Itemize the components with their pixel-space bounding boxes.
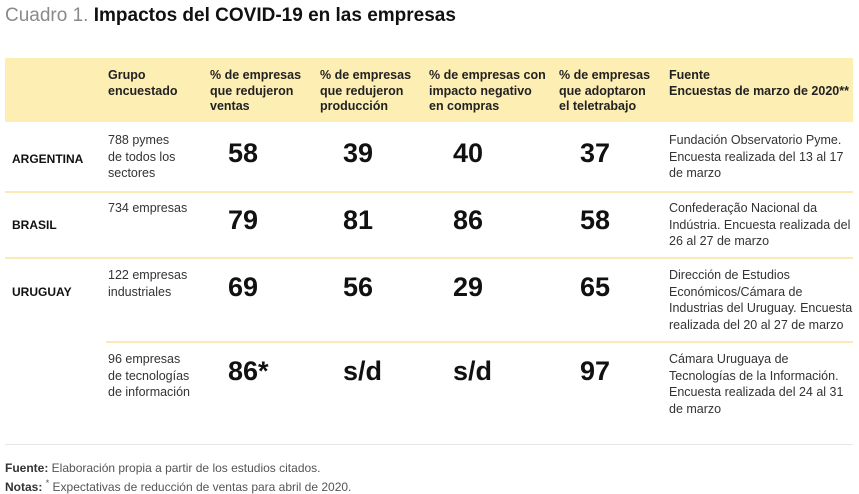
country-label: URUGUAY (12, 285, 72, 299)
header-line: % de empresas (320, 68, 412, 82)
footer-notes: Notas: * Expectativas de reducción de ve… (5, 478, 351, 494)
value-sales: 79 (228, 205, 259, 235)
value-purchases: s/d (453, 356, 493, 386)
country-label: BRASIL (12, 218, 57, 232)
header-line: en compras (429, 99, 500, 113)
source-line: Cámara Uruguaya de (669, 352, 789, 366)
source-line: Económicos/Cámara de (669, 284, 803, 299)
value-sales: 86* (228, 356, 269, 386)
source-line: de marzo (669, 401, 722, 416)
footer-source: Fuente: Elaboración propia a partir de l… (5, 461, 321, 475)
value-production: 39 (343, 138, 374, 168)
surveyed-group: 734 empresas (108, 200, 218, 217)
value-purchases: 40 (453, 138, 484, 168)
value-production: s/d (343, 356, 383, 386)
footer-divider (5, 444, 853, 445)
table-title-text: Impactos del COVID-19 en las empresas (93, 5, 456, 26)
value-purchases: 29 (453, 272, 484, 302)
header-source: Fuente Encuestas de marzo de 2020** (669, 68, 849, 99)
value-production: 56 (343, 272, 374, 302)
header-group: Grupo encuestado (108, 68, 177, 99)
header-production: % de empresas que redujeron producción (320, 68, 411, 115)
source-text: Cámara Uruguaya de Tecnologías de la Inf… (669, 351, 855, 417)
surveyed-group: 788 pymes de todos los sectores (108, 132, 218, 182)
source-line: Industrias del Uruguay. Encuesta (669, 301, 853, 315)
source-line: de marzo (669, 166, 722, 180)
group-line: 734 empresas (108, 201, 188, 215)
source-line: Tecnologías de la Información. (669, 368, 839, 383)
surveyed-group: 96 empresas de tecnologías de informació… (108, 351, 218, 401)
source-line: Fundación Observatorio Pyme. (669, 133, 842, 147)
header-sales: % de empresas que redujeron ventas (210, 68, 301, 115)
value-production: 81 (343, 205, 374, 235)
header-line: que redujeron (320, 83, 404, 98)
header-line: % de empresas con (429, 68, 546, 82)
header-telework: % de empresas que adoptaron el teletraba… (559, 68, 650, 115)
group-line: 96 empresas (108, 352, 181, 366)
source-line: Encuesta realizada del 13 al 17 (669, 149, 844, 164)
row-separator (5, 257, 853, 259)
row-separator (106, 341, 853, 343)
footer-notes-label: Notas: (5, 480, 43, 494)
table-title: Cuadro 1. Impactos del COVID-19 en las e… (5, 5, 456, 27)
value-telework: 97 (580, 356, 611, 386)
header-line: Fuente (669, 68, 710, 82)
group-line: 122 empresas (108, 268, 188, 282)
group-line: 788 pymes (108, 133, 170, 147)
header-line: que redujeron (210, 83, 294, 98)
country-label: ARGENTINA (12, 152, 84, 166)
value-telework: 37 (580, 138, 611, 168)
header-line: producción (320, 99, 389, 113)
source-text: Dirección de Estudios Económicos/Cámara … (669, 267, 855, 333)
header-line: encuestado (108, 83, 178, 98)
source-text: Confederação Nacional da Indústria. Encu… (669, 200, 855, 250)
row-separator (5, 191, 853, 193)
header-line: Grupo (108, 68, 146, 82)
group-line: de información (108, 385, 190, 399)
surveyed-group: 122 empresas industriales (108, 267, 218, 300)
value-telework: 65 (580, 272, 611, 302)
value-telework: 58 (580, 205, 611, 235)
source-line: Encuesta realizada del 24 al 31 (669, 385, 844, 399)
group-line: de tecnologías (108, 368, 190, 383)
header-line: que adoptaron (559, 83, 646, 98)
value-sales: 69 (228, 272, 259, 302)
source-line: 26 al 27 de marzo (669, 234, 770, 248)
source-line: realizada del 20 al 27 de marzo (669, 317, 844, 332)
group-line: industriales (108, 284, 172, 299)
header-line: impacto negativo (429, 83, 532, 98)
group-line: de todos los (108, 149, 176, 164)
header-line: % de empresas (559, 68, 651, 82)
source-text: Fundación Observatorio Pyme. Encuesta re… (669, 132, 855, 182)
source-line: Indústria. Encuesta realizada del (669, 217, 851, 232)
header-purchases: % de empresas con impacto negativo en co… (429, 68, 546, 115)
footer-source-label: Fuente: (5, 461, 49, 475)
header-line: % de empresas (210, 68, 302, 82)
footer-source-text: Elaboración propia a partir de los estud… (48, 461, 321, 475)
value-purchases: 86 (453, 205, 484, 235)
table-header: Grupo encuestado % de empresas que reduj… (5, 58, 853, 122)
table-number: Cuadro 1. (5, 5, 89, 26)
source-line: Confederação Nacional da (669, 201, 818, 215)
header-line: Encuestas de marzo de 2020** (669, 83, 849, 98)
footer-notes-text: Expectativas de reducción de ventas para… (49, 480, 352, 494)
footnote-marker: * (45, 478, 50, 488)
source-line: Dirección de Estudios (669, 268, 790, 282)
header-line: ventas (210, 99, 250, 113)
header-line: el teletrabajo (559, 99, 637, 113)
value-sales: 58 (228, 138, 259, 168)
group-line: sectores (108, 166, 156, 180)
